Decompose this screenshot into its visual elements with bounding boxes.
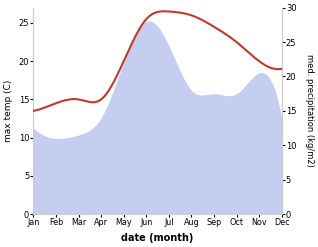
Y-axis label: med. precipitation (kg/m2): med. precipitation (kg/m2) xyxy=(305,54,314,167)
X-axis label: date (month): date (month) xyxy=(121,233,194,243)
Y-axis label: max temp (C): max temp (C) xyxy=(4,80,13,142)
